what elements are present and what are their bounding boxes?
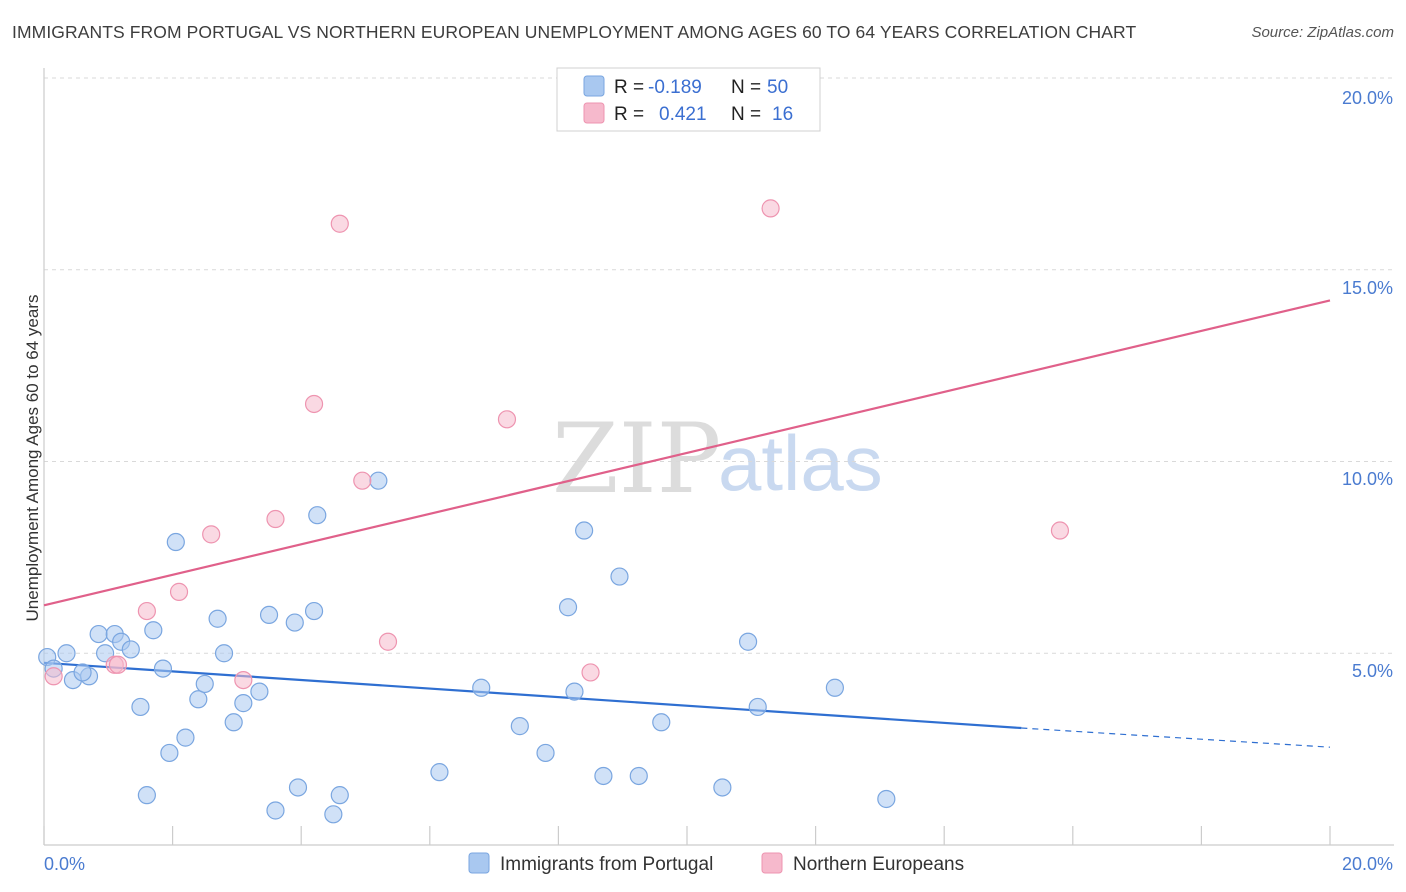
data-point-portugal [594, 766, 613, 786]
data-point-portugal [131, 697, 150, 717]
data-point-portugal [629, 766, 648, 786]
data-point-portugal [89, 624, 108, 644]
data-point-portugal [153, 659, 173, 678]
legend-swatch-pink [761, 852, 783, 874]
legend-swatch-blue [468, 852, 490, 874]
data-point-portugal [288, 778, 308, 797]
data-point-portugal [738, 632, 758, 651]
data-point-northern-europeans [330, 214, 349, 233]
legend-n-value: 16 [772, 104, 793, 125]
trendline-northern-europeans [43, 299, 1331, 607]
data-point-northern-europeans [353, 471, 372, 490]
trend-lines [43, 299, 1331, 748]
data-point-northern-europeans [304, 394, 324, 414]
data-point-portugal [259, 605, 279, 625]
series-northern-europeans [44, 199, 1070, 690]
legend-r-label: R = [614, 104, 644, 125]
x-tick-labels: 0.0% 20.0% [44, 854, 1393, 874]
data-point-northern-europeans [581, 663, 600, 682]
data-point-northern-europeans [44, 667, 63, 686]
data-point-portugal [825, 678, 844, 697]
y-axis-label: Unemployment Among Ages 60 to 64 years [23, 295, 42, 622]
chart-source: Source: ZipAtlas.com [1251, 24, 1394, 41]
legend-r-label: R = [614, 77, 644, 98]
data-point-portugal [748, 697, 767, 717]
chart-title: IMMIGRANTS FROM PORTUGAL VS NORTHERN EUR… [12, 22, 1137, 42]
data-point-portugal [160, 743, 179, 763]
data-point-northern-europeans [137, 601, 156, 621]
legend-swatch-blue [583, 75, 605, 97]
correlation-legend: R = -0.189 N = 50 R = 0.421 N = 16 [556, 67, 821, 132]
data-point-northern-europeans [761, 199, 780, 218]
trendline-extension-immigrants-from-portugal [1021, 727, 1331, 748]
data-point-portugal [266, 801, 285, 820]
data-point-portugal [472, 678, 491, 697]
data-point-northern-europeans [108, 655, 128, 674]
data-point-portugal [330, 786, 349, 805]
data-point-portugal [558, 598, 578, 617]
data-point-portugal [73, 663, 92, 682]
data-point-northern-europeans [202, 525, 221, 544]
legend-swatch-pink [583, 102, 605, 124]
x-tick-label: 20.0% [1342, 854, 1393, 874]
data-point-portugal [510, 717, 529, 736]
y-tick-label: 15.0% [1342, 278, 1393, 298]
x-ticks [43, 826, 1331, 845]
data-point-portugal [214, 644, 234, 663]
data-point-portugal [144, 621, 163, 640]
watermark-atlas: atlas [718, 419, 883, 507]
data-point-northern-europeans [234, 670, 253, 690]
data-point-portugal [536, 743, 555, 763]
data-point-northern-europeans [378, 632, 398, 651]
data-point-portugal [137, 786, 156, 805]
legend-r-value: 0.421 [659, 104, 707, 125]
data-point-portugal [652, 713, 671, 732]
data-point-portugal [208, 609, 227, 628]
axes [43, 68, 1394, 846]
data-point-portugal [234, 694, 253, 713]
y-tick-label: 10.0% [1342, 469, 1393, 489]
data-point-portugal [430, 763, 449, 782]
data-point-northern-europeans [266, 509, 285, 529]
series-legend: Immigrants from Portugal Northern Europe… [468, 852, 964, 875]
data-point-portugal [565, 682, 584, 701]
legend-r-value: -0.189 [648, 77, 702, 98]
data-point-portugal [189, 690, 208, 709]
data-point-portugal [308, 506, 327, 525]
y-tick-label: 5.0% [1352, 661, 1393, 681]
data-point-northern-europeans [169, 582, 189, 601]
x-tick-label: 0.0% [44, 854, 85, 874]
data-point-portugal [121, 640, 140, 659]
data-point-portugal [57, 644, 76, 663]
legend-label-northern-europeans: Northern Europeans [793, 854, 964, 875]
legend-n-label: N = [731, 104, 761, 125]
y-tick-labels: 5.0% 10.0% 15.0% 20.0% [1342, 88, 1393, 681]
data-point-portugal [324, 805, 343, 824]
y-tick-label: 20.0% [1342, 88, 1393, 108]
legend-n-value: 50 [767, 77, 788, 98]
data-point-portugal [610, 567, 629, 586]
trendline-immigrants-from-portugal [43, 661, 1022, 730]
data-point-portugal [285, 613, 304, 632]
legend-label-portugal: Immigrants from Portugal [500, 854, 713, 875]
data-point-northern-europeans [1050, 521, 1070, 540]
data-point-portugal [166, 532, 185, 552]
grid [44, 77, 1394, 654]
data-point-portugal [304, 601, 324, 621]
data-point-portugal [195, 674, 214, 694]
data-point-portugal [176, 728, 195, 747]
data-point-portugal [369, 471, 388, 490]
data-point-portugal [250, 682, 269, 701]
data-point-portugal [713, 778, 732, 797]
legend-n-label: N = [731, 77, 761, 98]
data-point-portugal [575, 521, 594, 540]
data-point-portugal [224, 713, 243, 732]
watermark-zip: ZIP [552, 403, 721, 515]
series-immigrants-from-portugal [38, 471, 896, 824]
data-point-portugal [877, 789, 896, 809]
data-point-northern-europeans [497, 410, 517, 429]
